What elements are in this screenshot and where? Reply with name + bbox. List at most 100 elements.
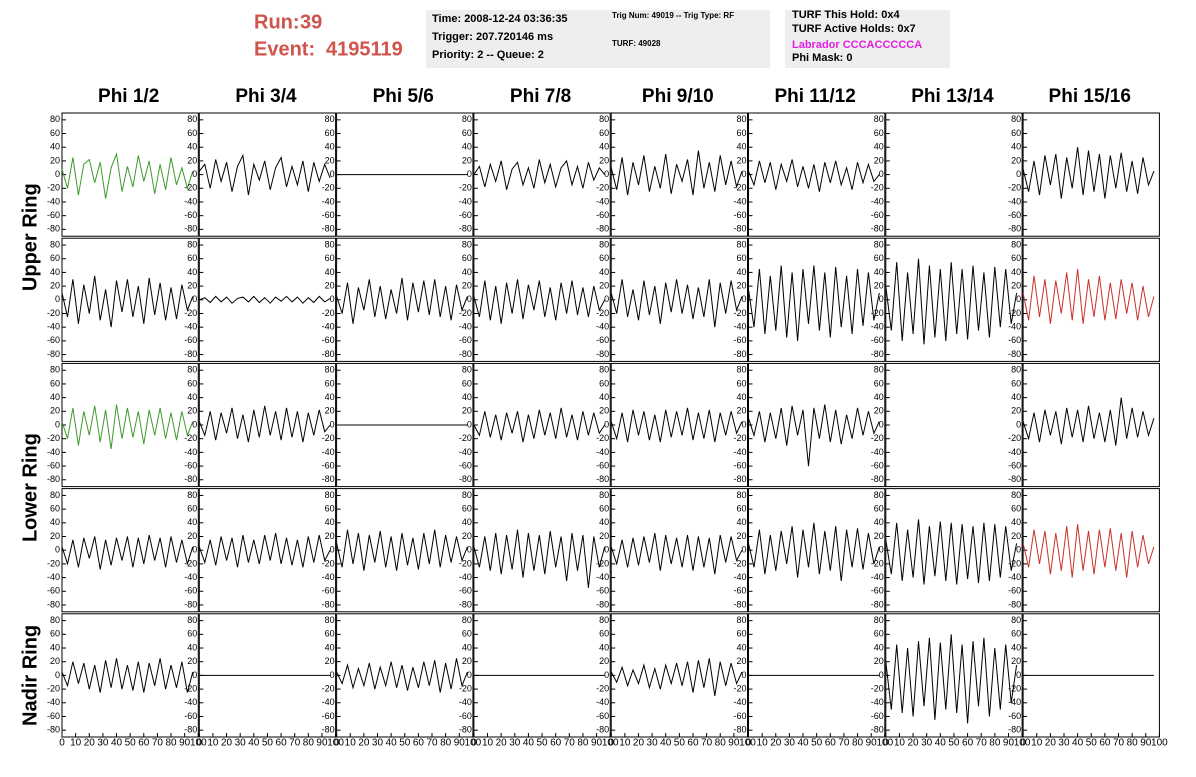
y-tick-label: 60: [1011, 504, 1021, 514]
x-tick-label: 0: [608, 738, 614, 749]
y-tick-label: 0: [604, 670, 609, 680]
y-tick-label: 40: [599, 267, 609, 277]
y-tick-label: -60: [184, 210, 197, 220]
y-tick-label: 80: [1011, 114, 1021, 124]
y-tick-label: 60: [874, 128, 884, 138]
waveform: [198, 153, 331, 196]
panel-frame: [885, 112, 1023, 237]
y-tick-label: 40: [187, 392, 197, 402]
waveform: [748, 404, 880, 467]
y-tick-label: 60: [325, 378, 335, 388]
y-tick-label: -80: [733, 349, 746, 359]
panel-frame: [61, 613, 199, 738]
info-text: Priority: 2 -- Queue: 2: [432, 49, 544, 61]
panel-frame: [610, 112, 749, 237]
y-tick-label: -60: [596, 335, 609, 345]
waveform: [61, 404, 194, 450]
y-tick-label: 80: [1011, 239, 1021, 249]
y-tick-label: 80: [50, 239, 60, 249]
waveform: [198, 405, 331, 443]
y-tick-label: -40: [459, 196, 472, 206]
x-tick-label: 30: [784, 738, 796, 749]
y-tick-label: -20: [733, 308, 746, 318]
info-text: TURF This Hold: 0x4: [792, 9, 900, 21]
waveform: [198, 533, 331, 568]
y-tick-label: -40: [596, 196, 609, 206]
y-tick-label: 0: [879, 419, 884, 429]
y-tick-label: -80: [1008, 725, 1021, 735]
y-tick-label: -40: [733, 697, 746, 707]
waveform: [61, 658, 194, 693]
x-tick-label: 100: [602, 738, 619, 749]
info-text: Phi Mask: 0: [792, 52, 853, 64]
y-tick-label: 40: [874, 517, 884, 527]
y-tick-label: -20: [596, 183, 609, 193]
y-tick-label: 20: [599, 531, 609, 541]
x-tick-label: 90: [728, 738, 740, 749]
ring-label: Upper Ring: [19, 183, 41, 291]
x-tick-label: 40: [111, 738, 123, 749]
x-tick-label: 10: [345, 738, 357, 749]
y-tick-label: 60: [50, 504, 60, 514]
y-tick-label: 60: [874, 253, 884, 263]
x-tick-label: 90: [454, 738, 466, 749]
y-tick-label: 0: [330, 545, 335, 555]
y-tick-label: -60: [596, 210, 609, 220]
y-tick-label: -80: [596, 474, 609, 484]
x-tick-label: 60: [1099, 738, 1111, 749]
y-tick-label: -80: [596, 599, 609, 609]
y-tick-label: -40: [47, 447, 60, 457]
x-tick-label: 30: [509, 738, 521, 749]
y-tick-label: -60: [459, 460, 472, 470]
y-tick-label: -60: [459, 335, 472, 345]
info-text: TURF: 49028: [612, 39, 661, 48]
y-tick-label: -20: [47, 183, 60, 193]
y-tick-label: -20: [871, 183, 884, 193]
y-tick-label: -60: [459, 586, 472, 596]
y-tick-label: -60: [184, 335, 197, 345]
y-tick-label: -20: [459, 433, 472, 443]
y-tick-label: 0: [330, 670, 335, 680]
y-tick-label: -60: [733, 210, 746, 220]
y-tick-label: 60: [599, 128, 609, 138]
x-tick-label: 90: [179, 738, 191, 749]
y-tick-label: -20: [596, 683, 609, 693]
y-tick-label: 40: [462, 142, 472, 152]
y-tick-label: 80: [50, 490, 60, 500]
y-tick-label: 40: [50, 142, 60, 152]
waveform: [748, 265, 880, 341]
y-tick-label: 40: [325, 142, 335, 152]
y-tick-label: 0: [192, 670, 197, 680]
y-tick-label: -20: [322, 433, 335, 443]
y-tick-label: 20: [187, 155, 197, 165]
y-tick-label: -60: [184, 711, 197, 721]
x-tick-label: 0: [746, 738, 752, 749]
y-tick-label: -80: [184, 224, 197, 234]
y-tick-label: -40: [459, 322, 472, 332]
y-tick-label: 0: [55, 294, 60, 304]
x-tick-label: 80: [165, 738, 177, 749]
waveform: [748, 159, 880, 192]
y-tick-label: -80: [871, 224, 884, 234]
waveform: [610, 658, 743, 696]
y-tick-label: -60: [871, 460, 884, 470]
info-text: Labrador CCCACCCCCA: [792, 39, 922, 51]
y-tick-label: -80: [733, 725, 746, 735]
column-title: Phi 3/4: [235, 86, 297, 107]
waveform: [885, 258, 1018, 345]
y-tick-label: 60: [50, 378, 60, 388]
y-tick-label: 80: [462, 114, 472, 124]
x-tick-label: 30: [97, 738, 109, 749]
y-tick-label: -80: [184, 599, 197, 609]
y-tick-label: -80: [322, 725, 335, 735]
y-tick-label: -40: [322, 196, 335, 206]
y-tick-label: -40: [459, 447, 472, 457]
y-tick-label: -40: [322, 322, 335, 332]
y-tick-label: -60: [47, 711, 60, 721]
y-tick-label: -20: [1008, 683, 1021, 693]
panel-frame: [610, 237, 749, 362]
y-tick-label: 40: [874, 142, 884, 152]
y-tick-label: 60: [187, 378, 197, 388]
x-tick-label: 90: [866, 738, 878, 749]
y-tick-label: -60: [1008, 711, 1021, 721]
